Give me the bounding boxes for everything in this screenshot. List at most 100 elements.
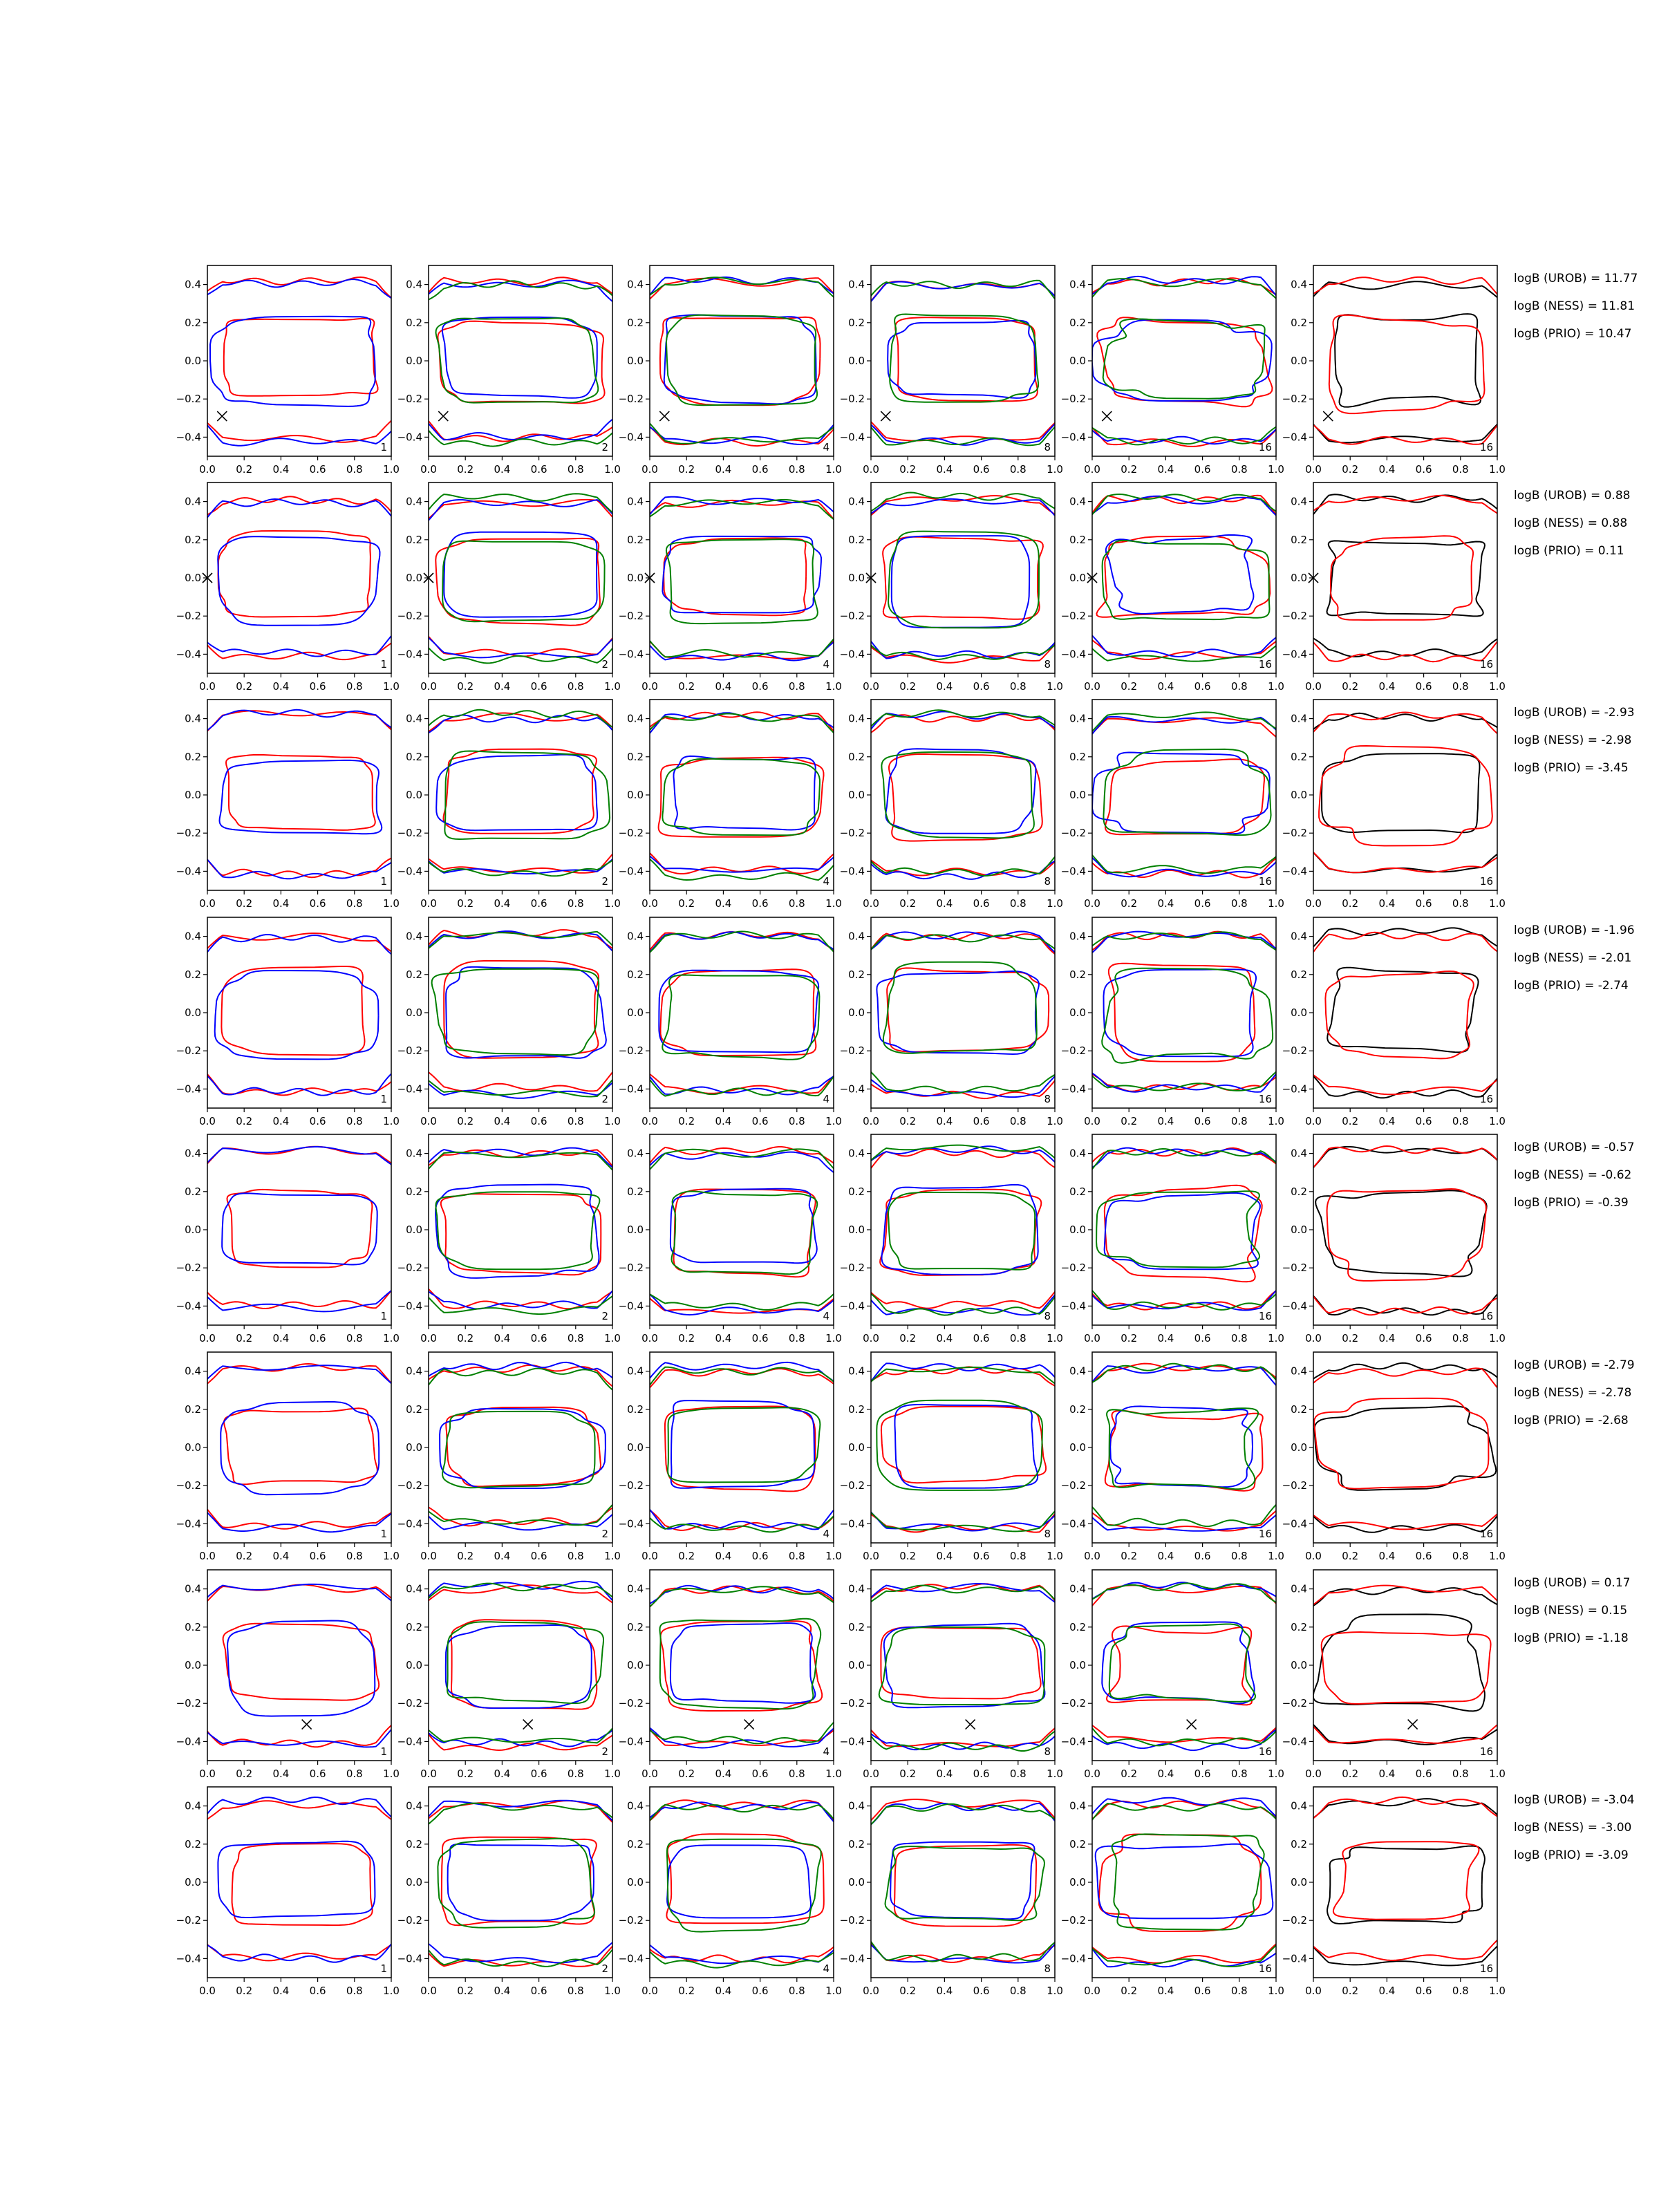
x-marker	[301, 1718, 312, 1730]
inner-contour	[1098, 1833, 1262, 1933]
y-tick-label: −0.4	[397, 648, 422, 660]
inner-contour	[431, 968, 600, 1056]
x-tick-label: 0.0	[199, 463, 216, 476]
y-tick-label: −0.4	[176, 1735, 201, 1747]
y-tick-label: 0.0	[185, 1224, 201, 1236]
y-tick-label: 0.2	[406, 1621, 422, 1633]
panel-count-label: 1	[380, 1310, 387, 1322]
x-tick-label: 0.4	[1378, 680, 1395, 693]
y-tick-label: −0.2	[619, 1479, 644, 1492]
inner-contour	[662, 758, 821, 836]
x-tick-label: 0.4	[936, 680, 953, 693]
x-tick-label: 0.4	[1378, 1115, 1395, 1127]
y-tick-label: 0.4	[185, 930, 201, 943]
upper-band-contour	[207, 710, 391, 732]
y-tick-label: −0.4	[840, 865, 865, 877]
upper-band-contour	[871, 709, 1055, 727]
inner-contour	[673, 755, 816, 831]
inner-contour	[1104, 1409, 1264, 1492]
inner-contour	[1320, 753, 1481, 834]
x-marker	[438, 411, 449, 422]
inner-contour	[1111, 1833, 1265, 1931]
x-tick-label: 0.0	[1084, 1550, 1100, 1562]
lower-band-contour	[429, 1730, 612, 1747]
upper-band-contour	[207, 498, 391, 518]
inner-contour	[443, 531, 598, 618]
x-tick-label: 1.0	[604, 1115, 621, 1127]
x-tick-label: 0.2	[457, 1985, 474, 1997]
x-tick-label: 0.0	[863, 897, 879, 910]
x-tick-label: 0.6	[973, 1332, 990, 1344]
y-tick-label: −0.4	[397, 1517, 422, 1530]
upper-band-contour	[650, 930, 834, 953]
upper-band-contour	[871, 1148, 1055, 1169]
lower-band-contour	[1313, 1295, 1497, 1316]
x-tick-label: 0.8	[1010, 463, 1027, 476]
subplot-r8-c5: 0.0 0.2 0.4 0.6 0.8 1.0 0.4 0.2 0.0 −0.2 −0.4 16	[1061, 1786, 1284, 1997]
upper-band-contour	[1092, 277, 1276, 296]
y-tick-label: 0.4	[627, 1147, 644, 1160]
x-tick-label: 0.4	[494, 1985, 510, 1997]
x-tick-label: 0.8	[1010, 1985, 1027, 1997]
y-tick-label: 0.4	[185, 1583, 201, 1595]
inner-contour	[659, 1620, 823, 1712]
contour-lines	[1092, 1147, 1276, 1311]
y-tick-label: 0.4	[185, 496, 201, 508]
upper-band-contour	[871, 1583, 1055, 1601]
x-tick-label: 0.6	[531, 1985, 547, 1997]
x-tick-label: 0.6	[973, 1550, 990, 1562]
x-tick-label: 0.6	[1194, 1550, 1211, 1562]
axes-frame	[649, 1569, 834, 1761]
contour-lines	[1313, 276, 1497, 445]
lower-band-contour	[650, 1076, 834, 1096]
upper-band-contour	[429, 1582, 612, 1599]
x-tick-label: 0.2	[899, 680, 916, 693]
y-tick-label: 0.4	[848, 1147, 865, 1160]
x-tick-label: 1.0	[825, 1985, 842, 1997]
upper-band-contour	[650, 276, 834, 298]
inner-contour	[1327, 1845, 1485, 1925]
x-tick-label: 0.8	[1452, 1332, 1469, 1344]
y-tick-label: −0.4	[1282, 1952, 1307, 1965]
x-tick-label: 0.8	[1010, 897, 1027, 910]
x-tick-label: 0.4	[272, 1768, 289, 1780]
axes-frame	[870, 482, 1056, 674]
subplot-r3-c6: 0.0 0.2 0.4 0.6 0.8 1.0 0.4 0.2 0.0 −0.2 −0.4 16	[1282, 699, 1506, 910]
x-tick-label: 0.2	[899, 1332, 916, 1344]
lower-band-contour	[1092, 1504, 1276, 1528]
y-tick-label: 0.2	[1291, 1838, 1307, 1850]
inner-contour	[1327, 966, 1479, 1053]
contour-lines	[871, 709, 1055, 880]
axes-frame	[870, 1134, 1056, 1326]
x-tick-label: 0.8	[1452, 1985, 1469, 1997]
y-tick-label: 0.0	[406, 1441, 422, 1454]
upper-band-contour	[871, 279, 1055, 299]
x-marker	[1322, 411, 1333, 422]
x-tick-label: 1.0	[383, 1768, 400, 1780]
y-tick-label: −0.2	[619, 827, 644, 839]
inner-contour	[1092, 751, 1271, 835]
x-tick-label: 0.0	[1305, 1768, 1322, 1780]
inner-contour	[1092, 319, 1273, 402]
subplot-r7-c2: 0.0 0.2 0.4 0.6 0.8 1.0 0.4 0.2 0.0 −0.2 −0.4 2	[397, 1569, 621, 1780]
subplot-r4-c1: 0.0 0.2 0.4 0.6 0.8 1.0 0.4 0.2 0.0 −0.2 −0.4 1	[176, 917, 400, 1127]
lower-band-contour	[650, 1727, 834, 1749]
x-tick-label: 1.0	[825, 680, 842, 693]
inner-contour	[221, 966, 366, 1056]
x-tick-label: 0.4	[1157, 680, 1174, 693]
x-tick-label: 1.0	[604, 897, 621, 910]
x-tick-label: 0.0	[1305, 1115, 1322, 1127]
x-marker	[659, 411, 670, 422]
y-tick-label: 0.4	[185, 1365, 201, 1378]
inner-contour	[443, 959, 600, 1059]
x-tick-label: 0.2	[1121, 1115, 1137, 1127]
y-tick-label: −0.2	[176, 1914, 201, 1927]
upper-band-contour	[1092, 1584, 1276, 1606]
y-tick-label: −0.4	[1061, 865, 1086, 877]
subplot-r3-c3: 0.0 0.2 0.4 0.6 0.8 1.0 0.4 0.2 0.0 −0.2 −0.4 4	[619, 699, 842, 910]
lower-band-contour	[650, 640, 834, 659]
x-tick-label: 0.4	[936, 1115, 953, 1127]
inner-contour	[1101, 539, 1271, 621]
y-tick-label: −0.2	[840, 610, 865, 622]
x-tick-label: 0.6	[752, 680, 769, 693]
